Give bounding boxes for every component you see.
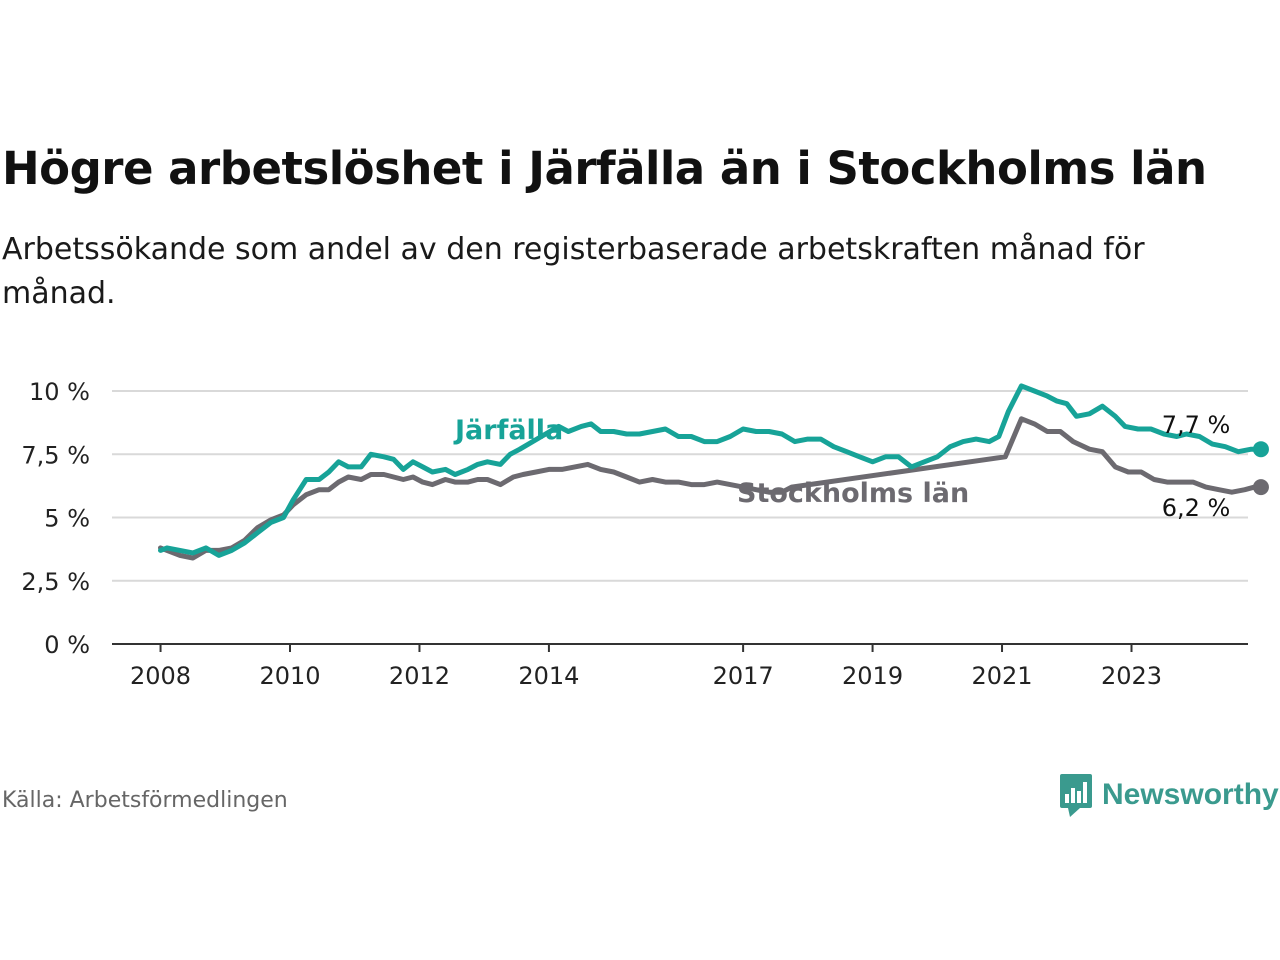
x-tick-label: 2008 [130, 662, 191, 690]
line-chart: 0 % 2,5 % 5 % 7,5 % 10 % 2008 2010 2012 2014 201… [21, 378, 1269, 690]
x-tick-label: 2023 [1101, 662, 1162, 690]
y-tick-label: 10 % [29, 378, 90, 406]
chart-subtitle: Arbetssökande som andel av den registerb… [2, 232, 1145, 311]
y-tick-label: 5 % [44, 505, 90, 533]
series-label-jarfalla: Järfälla [453, 415, 563, 446]
y-tick-label: 0 % [44, 631, 90, 659]
x-tick-label: 2014 [518, 662, 579, 690]
series-line-jarfalla-end-point [1252, 441, 1269, 458]
series-lines [158, 383, 1269, 561]
brand-logo[interactable]: Newsworthy [1058, 772, 1279, 818]
end-label-stockholm: 6,2 % [1162, 494, 1231, 522]
y-tick-label: 7,5 % [21, 441, 90, 469]
source-note: Källa: Arbetsförmedlingen [2, 788, 288, 813]
brand-name: Newsworthy [1102, 778, 1279, 811]
newsworthy-logo-icon [1060, 774, 1092, 817]
y-axis-ticks: 0 % 2,5 % 5 % 7,5 % 10 % [21, 378, 90, 659]
y-tick-label: 2,5 % [21, 568, 90, 596]
x-tick-label: 2017 [713, 662, 774, 690]
gridlines [112, 390, 1248, 582]
chart-title: Högre arbetslöshet i Järfälla än i Stock… [2, 142, 1207, 195]
x-tick-label: 2010 [259, 662, 320, 690]
series-label-stockholm: Stockholms län [737, 478, 969, 509]
series-line-stockholm-end-point [1252, 479, 1269, 496]
x-tick-label: 2012 [389, 662, 450, 690]
x-tick-label: 2021 [971, 662, 1032, 690]
series-line-jarfalla [158, 383, 1264, 558]
series-line-stockholm [158, 416, 1264, 561]
x-tick-label: 2019 [842, 662, 903, 690]
series-labels: Järfälla Stockholms län 7,7 % 6,2 % [453, 411, 1230, 522]
end-label-jarfalla: 7,7 % [1162, 411, 1231, 439]
x-axis: 2008 2010 2012 2014 2017 2019 2021 2023 [112, 643, 1248, 690]
